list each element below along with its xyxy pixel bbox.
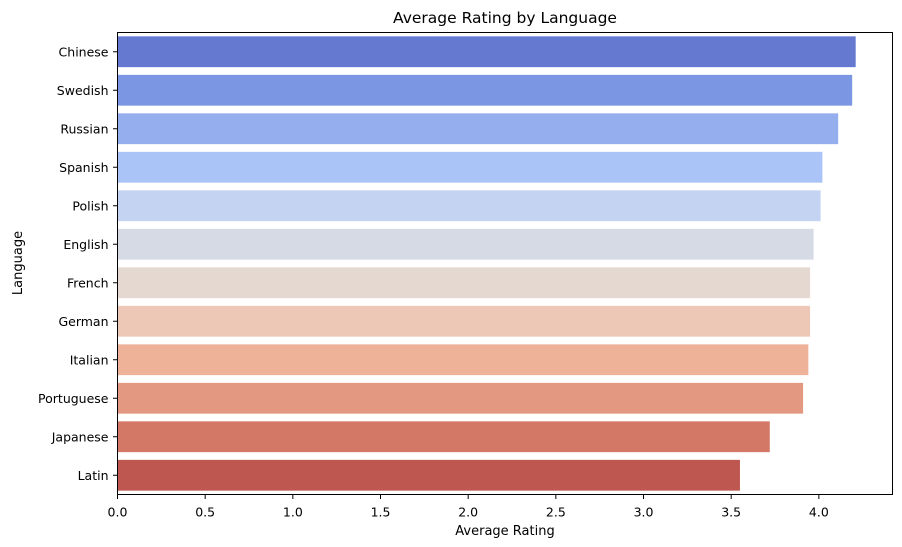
y-tick-label: Chinese: [59, 44, 109, 59]
plot-frame: [117, 32, 893, 495]
x-tick-label: 3.0: [634, 505, 654, 520]
bar-portuguese: [117, 382, 804, 414]
bar-german: [117, 305, 811, 337]
chart-title: Average Rating by Language: [393, 9, 617, 27]
x-tick-label: 2.5: [546, 505, 566, 520]
y-tick-label: Russian: [60, 121, 108, 136]
bar-french: [117, 267, 811, 299]
y-tick-label: Italian: [70, 352, 109, 367]
y-tick-label: Japanese: [51, 429, 109, 444]
bar-swedish: [117, 74, 853, 106]
bar-polish: [117, 190, 821, 222]
x-tick-label: 2.0: [458, 505, 478, 520]
x-tick-label: 3.5: [721, 505, 741, 520]
bar-chinese: [117, 36, 856, 68]
bar-spanish: [117, 151, 823, 183]
y-tick-label: German: [58, 314, 108, 329]
x-axis-ticks: 0.0 0.5 1.0 1.5 2.0 2.5 3.0 3.5 4.0: [108, 494, 829, 520]
y-tick-label: Portuguese: [38, 391, 109, 406]
bars-group: [117, 36, 856, 491]
y-axis-title: Language: [11, 231, 26, 295]
x-tick-label: 1.0: [283, 505, 303, 520]
bar-japanese: [117, 421, 770, 453]
x-tick-label: 1.5: [371, 505, 391, 520]
y-tick-label: Swedish: [57, 83, 109, 98]
x-tick-label: 0.0: [108, 505, 128, 520]
bar-italian: [117, 344, 809, 376]
bar-russian: [117, 113, 839, 145]
bar-latin: [117, 459, 740, 491]
x-axis-title: Average Rating: [455, 524, 554, 539]
y-axis-ticks: Chinese Swedish Russian Spanish Polish Englis…: [38, 44, 118, 483]
y-tick-label: Polish: [72, 198, 108, 213]
x-tick-label: 4.0: [809, 505, 829, 520]
bar-english: [117, 228, 814, 260]
y-tick-label: English: [63, 237, 108, 252]
y-tick-label: Latin: [78, 468, 109, 483]
x-tick-label: 0.5: [195, 505, 215, 520]
y-tick-label: French: [67, 275, 109, 290]
y-tick-label: Spanish: [59, 160, 108, 175]
